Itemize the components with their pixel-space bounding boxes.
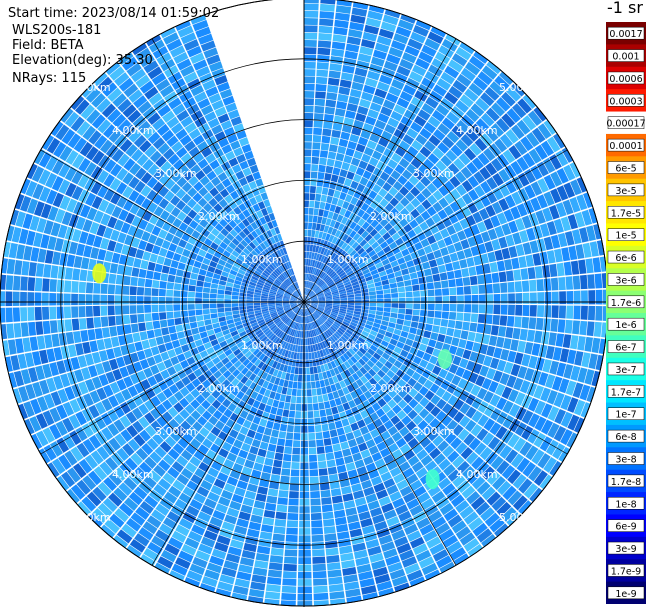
azimuth-line-330 bbox=[151, 38, 305, 303]
colorbar-tick-box bbox=[607, 295, 645, 309]
colorbar-tick-box bbox=[607, 586, 645, 600]
colorbar-tick-box bbox=[607, 116, 645, 129]
range-label-135-4: 4.00km bbox=[456, 468, 498, 481]
colorbar-tick-label: 1e-7 bbox=[615, 410, 636, 421]
range-label-315-2: 2.00km bbox=[198, 210, 240, 223]
colorbar-tick-box bbox=[607, 497, 645, 510]
colorbar-tick-box bbox=[607, 407, 645, 420]
range-label-45-4: 4.00km bbox=[456, 124, 498, 137]
hotspot-1 bbox=[437, 348, 452, 369]
colorbar-tick-box bbox=[607, 362, 645, 376]
colorbar-tick-box bbox=[607, 519, 645, 532]
colorbar-tick-box bbox=[607, 429, 645, 443]
colorbar-tick-box bbox=[607, 564, 645, 577]
colorbar-tick-label: 3e-7 bbox=[615, 365, 636, 376]
colorbar-tick-label: 1.7e-5 bbox=[611, 208, 641, 219]
colorbar-tick-label: 1e-6 bbox=[615, 320, 636, 331]
ppi-data-field bbox=[0, 0, 606, 606]
field-label: Field: BETA bbox=[12, 38, 84, 53]
colorbar-tick-box bbox=[607, 317, 645, 331]
colorbar-tick-box bbox=[607, 94, 645, 107]
nrays-label: NRays: 115 bbox=[12, 71, 87, 86]
range-label-225-5: 5.00km bbox=[69, 511, 111, 524]
colorbar-tick-label: 1.7e-9 bbox=[611, 566, 641, 577]
colorbar-tick-label: 0.0006 bbox=[609, 74, 642, 85]
colorbar-unit-label: -1 sr bbox=[607, 0, 643, 17]
colorbar-tick-label: 6e-5 bbox=[615, 164, 636, 175]
colorbar-tick-box bbox=[607, 541, 645, 555]
hotspot-2 bbox=[425, 469, 440, 490]
colorbar-tick-label: 1.7e-7 bbox=[611, 387, 641, 398]
elevation-label: Elevation(deg): 35.30 bbox=[12, 53, 153, 68]
colorbar-tick-box bbox=[607, 273, 645, 286]
colorbar-tick-box bbox=[607, 452, 645, 465]
colorbar-tick-label: 1e-9 bbox=[615, 589, 636, 600]
azimuth-line-30 bbox=[303, 38, 457, 303]
colorbar: 0.0017 0.001 0.0006 0.0003 0.00017 0.0001 6e-5… bbox=[606, 22, 646, 604]
colorbar-tick-box bbox=[607, 183, 645, 197]
colorbar-tick-box bbox=[607, 474, 645, 488]
colorbar-tick-box bbox=[607, 71, 645, 85]
range-label-135-1: 1.00km bbox=[327, 339, 369, 352]
colorbar-tick-label: 1e-5 bbox=[615, 231, 636, 242]
range-label-225-2: 2.00km bbox=[198, 382, 240, 395]
range-label-135-2: 2.00km bbox=[370, 382, 412, 395]
range-label-225-1: 1.00km bbox=[241, 339, 283, 352]
range-label-45-3: 3.00km bbox=[413, 167, 455, 180]
colorbar-tick-label: 6e-8 bbox=[615, 432, 636, 443]
range-label-315-5: 5.00km bbox=[69, 81, 111, 94]
range-label-45-5: 5.00km bbox=[499, 81, 541, 94]
colorbar-tick-label: 6e-9 bbox=[615, 522, 636, 533]
colorbar-tick-label: 1e-8 bbox=[615, 499, 636, 510]
ppi-plot: 1.00km 2.00km 3.00km 4.00km 5.00km 1.00km 2.00… bbox=[0, 0, 606, 607]
colorbar-tick-label: 0.00017 bbox=[606, 119, 645, 130]
instrument-label: WLS200s-181 bbox=[12, 23, 102, 38]
azimuth-line-300 bbox=[40, 149, 305, 303]
colorbar-tick-label: 0.0003 bbox=[609, 96, 642, 107]
range-label-225-3: 3.00km bbox=[155, 425, 197, 438]
start-time-label: Start time: 2023/08/14 01:59:02 bbox=[8, 6, 220, 21]
range-label-135-5: 5.00km bbox=[499, 511, 541, 524]
colorbar-tick-label: 6e-6 bbox=[615, 253, 636, 264]
hotspot-0 bbox=[92, 263, 107, 284]
colorbar-tick-label: 1.7e-6 bbox=[611, 298, 641, 309]
azimuth-line-240 bbox=[40, 301, 305, 455]
colorbar-tick-box bbox=[607, 49, 645, 62]
colorbar-tick-label: 3e-8 bbox=[615, 455, 636, 466]
colorbar-tick-box bbox=[607, 250, 645, 264]
colorbar-tick-box bbox=[607, 138, 645, 152]
colorbar-tick-label: 0.0017 bbox=[609, 29, 642, 40]
azimuth-line-150 bbox=[303, 301, 457, 566]
colorbar-tick-label: 3e-5 bbox=[615, 186, 636, 197]
colorbar-tick-label: 6e-7 bbox=[615, 343, 636, 354]
range-label-45-1: 1.00km bbox=[327, 253, 369, 266]
colorbar-tick-box bbox=[607, 228, 645, 241]
range-label-225-4: 4.00km bbox=[112, 468, 154, 481]
colorbar-tick-box bbox=[607, 385, 645, 398]
colorbar-tick-label: 0.001 bbox=[612, 52, 639, 63]
colorbar-tick-box bbox=[607, 340, 645, 353]
colorbar-tick-label: 0.0001 bbox=[609, 141, 642, 152]
azimuth-line-210 bbox=[151, 301, 305, 566]
azimuth-line-60 bbox=[303, 149, 568, 303]
colorbar-tick-box bbox=[607, 161, 645, 174]
colorbar-tick-label: 1.7e-8 bbox=[611, 477, 641, 488]
colorbar-tick-label: 3e-9 bbox=[615, 544, 636, 555]
range-label-135-3: 3.00km bbox=[413, 425, 455, 438]
range-label-45-2: 2.00km bbox=[370, 210, 412, 223]
azimuth-line-120 bbox=[303, 301, 568, 455]
range-label-315-1: 1.00km bbox=[241, 253, 283, 266]
range-label-315-3: 3.00km bbox=[155, 167, 197, 180]
colorbar-tick-label: 3e-6 bbox=[615, 275, 636, 286]
colorbar-tick-box bbox=[607, 206, 645, 219]
colorbar-tick-box bbox=[607, 26, 645, 40]
range-label-315-4: 4.00km bbox=[112, 124, 154, 137]
